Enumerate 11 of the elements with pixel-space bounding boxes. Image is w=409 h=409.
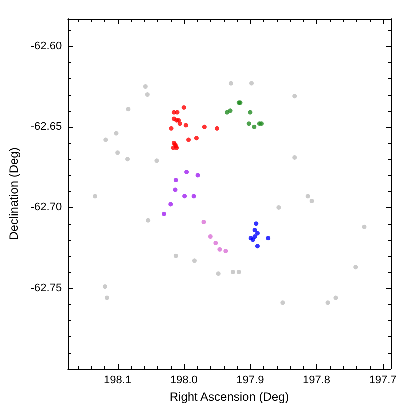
x-tick-label: 197.9 [236, 374, 264, 386]
x-tick-label: 197.8 [302, 374, 331, 386]
y-tick-label: -62.75 [30, 282, 62, 294]
y-tick-label: -62.65 [30, 121, 62, 134]
y-tick-label: -62.70 [30, 202, 62, 214]
y-tick-label: -62.60 [30, 40, 62, 52]
y-axis-title: Declination (Deg) [7, 148, 21, 240]
x-tick-label: 197.7 [369, 374, 397, 386]
x-tick-label: 198.0 [170, 374, 198, 386]
x-axis-title: Right Ascension (Deg) [170, 390, 290, 404]
x-tick-label: 198.1 [104, 374, 132, 386]
